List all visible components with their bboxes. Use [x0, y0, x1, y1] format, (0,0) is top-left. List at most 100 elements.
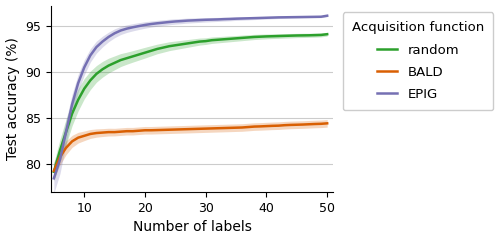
EPIG	[318, 15, 324, 18]
EPIG	[51, 177, 57, 180]
random	[75, 98, 81, 101]
random	[106, 64, 112, 67]
BALD	[148, 129, 154, 132]
BALD	[233, 126, 239, 129]
EPIG	[184, 19, 190, 22]
random	[57, 149, 63, 152]
X-axis label: Number of labels: Number of labels	[132, 221, 252, 234]
EPIG	[233, 17, 239, 20]
random	[154, 48, 160, 50]
EPIG	[215, 18, 221, 21]
BALD	[154, 129, 160, 132]
EPIG	[106, 36, 112, 38]
random	[118, 59, 124, 61]
random	[136, 53, 142, 56]
EPIG	[264, 16, 270, 19]
BALD	[324, 122, 330, 125]
BALD	[166, 128, 172, 131]
EPIG	[142, 24, 148, 26]
EPIG	[239, 17, 245, 20]
random	[124, 57, 130, 60]
BALD	[63, 146, 69, 149]
BALD	[100, 131, 105, 134]
random	[300, 34, 306, 37]
BALD	[294, 123, 300, 126]
random	[63, 131, 69, 133]
BALD	[94, 132, 100, 134]
random	[306, 34, 312, 37]
EPIG	[288, 16, 294, 19]
EPIG	[75, 82, 81, 84]
BALD	[88, 132, 94, 135]
EPIG	[124, 27, 130, 30]
EPIG	[312, 15, 318, 18]
random	[239, 36, 245, 39]
EPIG	[148, 23, 154, 25]
random	[276, 35, 281, 37]
BALD	[172, 128, 178, 131]
EPIG	[202, 18, 208, 21]
random	[233, 37, 239, 40]
random	[178, 43, 184, 46]
random	[160, 46, 166, 49]
EPIG	[252, 17, 258, 19]
EPIG	[118, 29, 124, 32]
random	[294, 34, 300, 37]
EPIG	[172, 20, 178, 23]
BALD	[282, 124, 288, 127]
random	[221, 38, 227, 41]
BALD	[318, 122, 324, 125]
BALD	[136, 129, 142, 132]
BALD	[69, 140, 75, 143]
BALD	[300, 123, 306, 126]
BALD	[306, 123, 312, 126]
EPIG	[100, 40, 105, 43]
BALD	[75, 136, 81, 139]
EPIG	[136, 25, 142, 28]
EPIG	[282, 16, 288, 19]
Legend: random, BALD, EPIG: random, BALD, EPIG	[342, 12, 494, 110]
BALD	[312, 123, 318, 126]
EPIG	[94, 46, 100, 48]
EPIG	[130, 26, 136, 29]
EPIG	[196, 19, 202, 22]
random	[245, 36, 251, 39]
random	[282, 34, 288, 37]
Line: random: random	[54, 34, 327, 172]
Y-axis label: Test accuracy (%): Test accuracy (%)	[6, 37, 20, 160]
BALD	[270, 124, 276, 127]
BALD	[227, 126, 233, 129]
EPIG	[178, 20, 184, 23]
BALD	[245, 126, 251, 128]
BALD	[81, 134, 87, 137]
random	[252, 36, 258, 38]
BALD	[215, 127, 221, 130]
random	[270, 35, 276, 38]
random	[172, 44, 178, 47]
random	[69, 112, 75, 115]
EPIG	[324, 14, 330, 17]
BALD	[112, 131, 117, 133]
EPIG	[88, 54, 94, 57]
random	[324, 33, 330, 36]
random	[51, 170, 57, 173]
EPIG	[57, 158, 63, 161]
random	[190, 41, 196, 44]
BALD	[118, 130, 124, 133]
BALD	[221, 127, 227, 130]
Line: EPIG: EPIG	[54, 16, 327, 178]
Line: BALD: BALD	[54, 123, 327, 171]
EPIG	[270, 16, 276, 19]
EPIG	[69, 103, 75, 106]
BALD	[142, 129, 148, 132]
EPIG	[190, 19, 196, 22]
BALD	[130, 130, 136, 133]
random	[112, 61, 117, 64]
EPIG	[258, 17, 264, 19]
BALD	[196, 127, 202, 130]
random	[94, 72, 100, 75]
random	[130, 55, 136, 58]
BALD	[184, 128, 190, 131]
EPIG	[81, 66, 87, 69]
random	[166, 45, 172, 48]
